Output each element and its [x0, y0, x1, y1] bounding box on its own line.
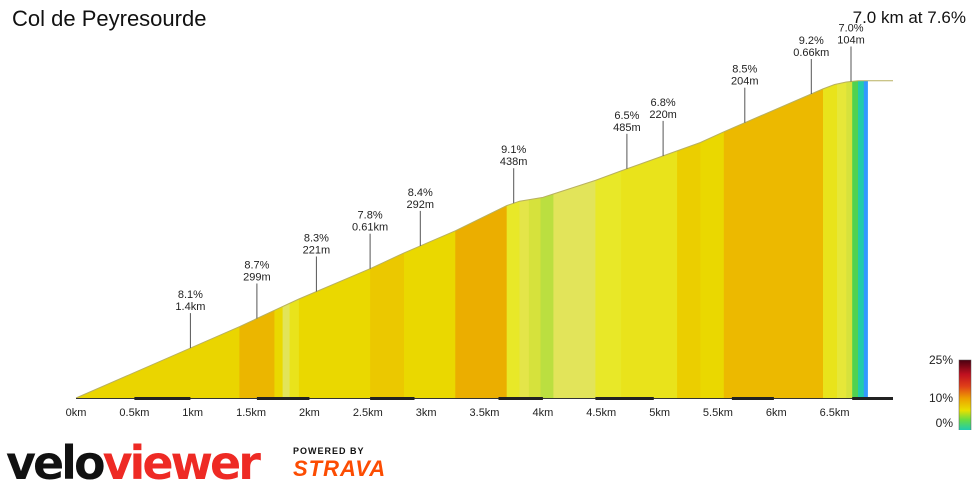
- axis-marker: [370, 397, 415, 400]
- axis-marker: [498, 397, 543, 400]
- annotation-length: 485m: [613, 122, 641, 134]
- annotation-grade: 8.7%: [244, 260, 269, 272]
- climb-summary: 7.0 km at 7.6%: [852, 8, 966, 27]
- grade-segment: [846, 80, 853, 398]
- axis-marker: [256, 397, 310, 400]
- chart-title: Col de Peyresourde: [12, 6, 207, 31]
- x-tick-label: 4km: [533, 407, 554, 419]
- x-tick-label: 0km: [66, 407, 87, 419]
- grade-segment: [553, 80, 596, 398]
- annotation-length: 438m: [500, 156, 528, 168]
- annotation-grade: 8.3%: [304, 233, 329, 245]
- annotation-length: 220m: [649, 109, 677, 121]
- grade-segment: [852, 80, 859, 398]
- grade-segment: [239, 80, 275, 398]
- x-tick-label: 2km: [299, 407, 320, 419]
- grade-segment: [677, 80, 701, 398]
- grade-segment: [621, 80, 678, 398]
- x-tick-label: 6km: [766, 407, 787, 419]
- profile-outline: [75, 80, 893, 399]
- strava-wordmark: STRAVA: [293, 456, 387, 481]
- x-tick-label: 5km: [649, 407, 670, 419]
- grade-segment: [540, 80, 554, 398]
- annotation-grade: 8.4%: [408, 187, 433, 199]
- annotation-length: 104m: [837, 35, 865, 47]
- axis-marker: [134, 397, 191, 400]
- veloviewer-logo: velo viewer: [6, 430, 261, 490]
- annotation-grade: 9.2%: [799, 35, 824, 47]
- annotation-length: 0.66km: [793, 47, 829, 59]
- powered-by-strava-logo: POWERED BY STRAVA: [293, 446, 386, 480]
- x-tick-label: 5.5km: [703, 407, 733, 419]
- annotation-grade: 6.5%: [614, 110, 639, 122]
- grade-segment: [723, 80, 824, 398]
- x-tick-label: 3.5km: [470, 407, 500, 419]
- axis-marker: [595, 397, 654, 400]
- grade-segment: [370, 80, 405, 398]
- axis-marker: [852, 397, 893, 400]
- x-tick-label: 3km: [416, 407, 437, 419]
- grade-segment: [858, 80, 865, 398]
- annotation-grade: 7.8%: [358, 210, 383, 222]
- annotation-length: 204m: [731, 76, 759, 88]
- scale-tick-label: 10%: [929, 391, 953, 405]
- grade-segment: [76, 80, 240, 398]
- grade-segment: [289, 80, 300, 398]
- scale-tick-label: 0%: [936, 416, 954, 430]
- x-tick-label: 1.5km: [236, 407, 266, 419]
- x-tick-label: 6.5km: [820, 407, 850, 419]
- annotation-grade: 8.5%: [732, 64, 757, 76]
- powered-by-label: POWERED BY: [293, 446, 365, 456]
- annotation-length: 221m: [303, 245, 331, 257]
- annotation-length: 1.4km: [175, 301, 205, 313]
- scale-tick-label: 25%: [929, 353, 953, 367]
- grade-segment: [274, 80, 284, 398]
- annotation-grade: 8.1%: [178, 289, 203, 301]
- grade-segment: [282, 80, 291, 398]
- logo-viewer-text: viewer: [102, 436, 261, 490]
- grade-segment: [298, 80, 371, 398]
- annotation-grade: 6.8%: [651, 97, 676, 109]
- grade-color-scale: [958, 359, 972, 430]
- elevation-profile-chart: 0km 0.5km 1km 1.5km 2km 2.5km 3km 3.5km 4km 4.5km…: [66, 23, 972, 430]
- grade-segment: [519, 80, 530, 398]
- axis-marker: [731, 397, 774, 400]
- annotation-grade: 7.0%: [838, 23, 863, 35]
- grade-segment: [837, 80, 847, 398]
- x-tick-label: 0.5km: [119, 407, 149, 419]
- grade-segment: [823, 80, 838, 398]
- grade-segment: [700, 80, 725, 398]
- annotation-grade: 9.1%: [501, 144, 526, 156]
- grade-segment: [863, 80, 868, 398]
- grade-segment: [455, 80, 508, 398]
- grade-segment: [595, 80, 622, 398]
- annotation-length: 292m: [407, 199, 435, 211]
- annotation-length: 0.61km: [352, 222, 388, 234]
- x-tick-label: 1km: [182, 407, 203, 419]
- annotation-length: 299m: [243, 272, 271, 284]
- x-tick-label: 2.5km: [353, 407, 383, 419]
- logo-velo-text: velo: [6, 436, 106, 490]
- x-tick-label: 4.5km: [586, 407, 616, 419]
